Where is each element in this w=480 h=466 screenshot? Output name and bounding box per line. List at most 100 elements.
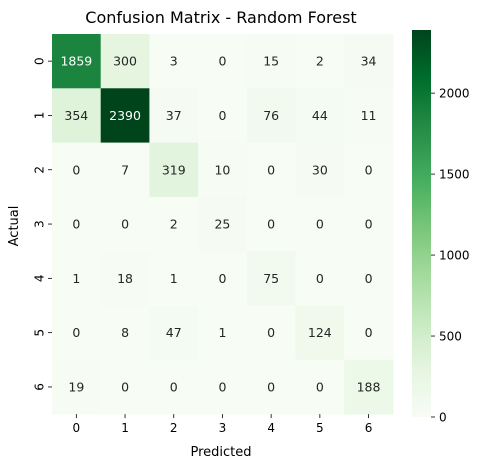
cell-value-label: 18 bbox=[117, 271, 133, 286]
cell-value-label: 0 bbox=[365, 217, 373, 232]
cell-value-label: 354 bbox=[64, 108, 88, 123]
cell-value-label: 0 bbox=[316, 217, 324, 232]
cell-value-label: 319 bbox=[162, 162, 186, 177]
heatmap-cell bbox=[198, 34, 248, 89]
heatmap-cell bbox=[246, 196, 296, 252]
cell-value-label: 10 bbox=[214, 162, 230, 177]
heatmap-cell bbox=[52, 142, 102, 198]
cell-value-label: 34 bbox=[361, 54, 377, 69]
x-tick-label: 6 bbox=[365, 421, 373, 435]
heatmap-cell bbox=[52, 34, 102, 89]
x-tick-label: 5 bbox=[316, 421, 324, 435]
heatmap-cell bbox=[100, 196, 150, 252]
cell-value-label: 0 bbox=[218, 54, 226, 69]
cell-value-label: 15 bbox=[263, 54, 279, 69]
cell-value-label: 0 bbox=[121, 379, 129, 394]
cell-value-label: 0 bbox=[365, 325, 373, 340]
colorbar-gradient bbox=[412, 30, 431, 417]
heatmap-cell bbox=[52, 359, 102, 415]
cell-value-label: 0 bbox=[218, 379, 226, 394]
heatmap-cell bbox=[198, 359, 248, 415]
heatmap-cell bbox=[149, 196, 199, 252]
cell-value-label: 76 bbox=[263, 108, 279, 123]
y-axis: 0 1 2 3 4 5 6 bbox=[33, 57, 52, 391]
heatmap-cell bbox=[246, 34, 296, 89]
cell-value-label: 0 bbox=[267, 379, 275, 394]
heatmap-cell bbox=[246, 305, 296, 361]
cell-value-label: 0 bbox=[316, 379, 324, 394]
cell-value-label: 300 bbox=[113, 54, 137, 69]
heatmap-cell bbox=[52, 305, 102, 361]
cell-value-label: 0 bbox=[267, 162, 275, 177]
x-tick-label: 2 bbox=[170, 421, 178, 435]
cell-value-label: 1 bbox=[170, 271, 178, 286]
heatmap-cell bbox=[295, 251, 345, 306]
heatmap-cell bbox=[344, 142, 394, 198]
cell-value-label: 3 bbox=[170, 54, 178, 69]
cell-value-label: 0 bbox=[72, 162, 80, 177]
cell-value-label: 2 bbox=[316, 54, 324, 69]
heatmap-cell bbox=[295, 359, 345, 415]
y-tick-label: 4 bbox=[33, 275, 47, 283]
heatmap-cell bbox=[198, 196, 248, 252]
colorbar-tick-label: 500 bbox=[439, 330, 462, 344]
heatmap-cell bbox=[246, 359, 296, 415]
cell-value-label: 47 bbox=[166, 325, 182, 340]
heatmap-cell bbox=[100, 359, 150, 415]
heatmap-cell bbox=[100, 251, 150, 306]
cell-value-label: 0 bbox=[170, 379, 178, 394]
cell-value-label: 1 bbox=[218, 325, 226, 340]
heatmap-cell bbox=[149, 251, 199, 306]
cell-value-label: 2390 bbox=[109, 108, 141, 123]
heatmap-cell bbox=[295, 196, 345, 252]
y-tick-label: 5 bbox=[33, 329, 47, 337]
y-tick-label: 2 bbox=[33, 166, 47, 174]
cell-value-label: 19 bbox=[68, 379, 84, 394]
heatmap-cell bbox=[295, 34, 345, 89]
heatmap-cell bbox=[149, 142, 199, 198]
cell-value-label: 44 bbox=[312, 108, 328, 123]
heatmap-cell bbox=[198, 305, 248, 361]
cell-value-label: 0 bbox=[267, 217, 275, 232]
cell-value-label: 0 bbox=[218, 271, 226, 286]
cell-value-label: 0 bbox=[365, 271, 373, 286]
x-tick-label: 0 bbox=[73, 421, 81, 435]
colorbar: 0 500 1000 1500 2000 bbox=[412, 30, 470, 425]
cell-value-label: 0 bbox=[316, 271, 324, 286]
colorbar-tick-label: 1000 bbox=[439, 249, 470, 263]
heatmap-cell bbox=[198, 142, 248, 198]
heatmap-cell bbox=[344, 88, 394, 144]
heatmap-cell bbox=[52, 196, 102, 252]
cell-value-label: 75 bbox=[263, 271, 279, 286]
x-tick-label: 3 bbox=[219, 421, 227, 435]
cell-value-label: 25 bbox=[214, 217, 230, 232]
cell-value-label: 37 bbox=[166, 108, 182, 123]
cell-value-label: 0 bbox=[267, 325, 275, 340]
x-tick-label: 1 bbox=[121, 421, 129, 435]
cell-value-label: 0 bbox=[72, 217, 80, 232]
heatmap-cell bbox=[344, 359, 394, 415]
colorbar-tick-label: 1500 bbox=[439, 168, 470, 182]
x-tick-label: 4 bbox=[267, 421, 275, 435]
cell-value-label: 2 bbox=[170, 217, 178, 232]
heatmap-cell bbox=[344, 34, 394, 89]
cell-value-label: 188 bbox=[357, 379, 381, 394]
heatmap-cell bbox=[344, 305, 394, 361]
cell-value-label: 0 bbox=[218, 108, 226, 123]
x-axis: 0 1 2 3 4 5 6 bbox=[73, 414, 373, 435]
heatmap-cell bbox=[198, 88, 248, 144]
heatmap-cell bbox=[52, 88, 102, 144]
y-axis-label: Actual bbox=[7, 206, 22, 247]
heatmap-cell bbox=[344, 251, 394, 306]
colorbar-tick-label: 2000 bbox=[439, 87, 470, 101]
heatmap-cell bbox=[246, 251, 296, 306]
heatmap-cell bbox=[246, 88, 296, 144]
y-tick-label: 6 bbox=[33, 383, 47, 391]
heatmap-cell bbox=[295, 305, 345, 361]
chart-title: Confusion Matrix - Random Forest bbox=[85, 8, 356, 27]
y-tick-label: 0 bbox=[33, 57, 47, 65]
heatmap-cell bbox=[246, 142, 296, 198]
y-tick-label: 1 bbox=[33, 112, 47, 120]
